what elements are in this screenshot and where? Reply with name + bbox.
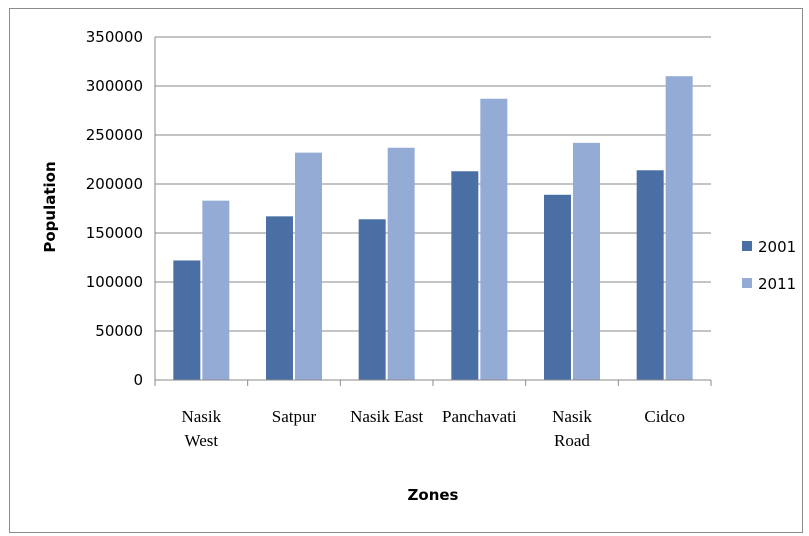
bar-2001 (451, 171, 479, 380)
x-tick-label-line: Nasik (552, 407, 592, 426)
x-tick-label-line: Satpur (272, 407, 317, 426)
legend-label-2001: 2001 (758, 238, 796, 256)
x-tick-label-line: Nasik (181, 407, 221, 426)
y-tick-label: 200000 (86, 175, 143, 193)
y-tick-label: 350000 (86, 28, 143, 46)
x-tick-label: Nasik Road (552, 407, 592, 450)
bar-2011 (480, 98, 508, 381)
axes (154, 37, 712, 386)
bar-2001 (544, 194, 571, 380)
x-tick-label: Cidco (644, 407, 685, 426)
y-tick-label: 250000 (86, 126, 143, 144)
y-tick-label: 150000 (86, 224, 143, 242)
legend: 2001 2011 (742, 238, 796, 293)
y-tick-label: 50000 (95, 322, 143, 340)
x-tick-label: Satpur (272, 407, 317, 426)
bar-2001 (173, 260, 201, 380)
legend-swatch-2001 (742, 241, 752, 251)
x-axis-title: Zones (408, 486, 459, 504)
x-tick-label: Nasik East (350, 407, 423, 426)
legend-swatch-2011 (742, 278, 752, 288)
bar-2011 (665, 76, 693, 380)
x-tick-label: Nasik West (181, 407, 221, 450)
x-tick-label-line: Road (554, 431, 590, 450)
x-tick-label-line: Cidco (644, 407, 685, 426)
bar-2001 (266, 216, 293, 380)
bar-2011 (387, 147, 415, 380)
bar-2011 (573, 142, 600, 380)
x-tick-labels: Nasik West Satpur Nasik East Panchavati Nasik… (181, 407, 684, 450)
x-tick-label-line: Nasik East (350, 407, 423, 426)
gridlines (155, 36, 711, 381)
y-tick-labels: 0 50000 100000 150000 200000 250000 300000 3500… (86, 28, 143, 389)
x-tick-label-line: Panchavati (442, 407, 517, 426)
x-tick-label-line: West (185, 431, 219, 450)
bar-2011 (202, 200, 230, 380)
y-axis-title: Population (41, 161, 59, 252)
bar-2001 (358, 219, 386, 380)
legend-label-2011: 2011 (758, 275, 796, 293)
x-tick-label: Panchavati (442, 407, 517, 426)
y-tick-label: 300000 (86, 77, 143, 95)
y-tick-label: 100000 (86, 273, 143, 291)
y-tick-label: 0 (133, 371, 143, 389)
bar-2011 (295, 152, 322, 380)
bar-2001 (636, 170, 664, 380)
bars (173, 76, 693, 381)
